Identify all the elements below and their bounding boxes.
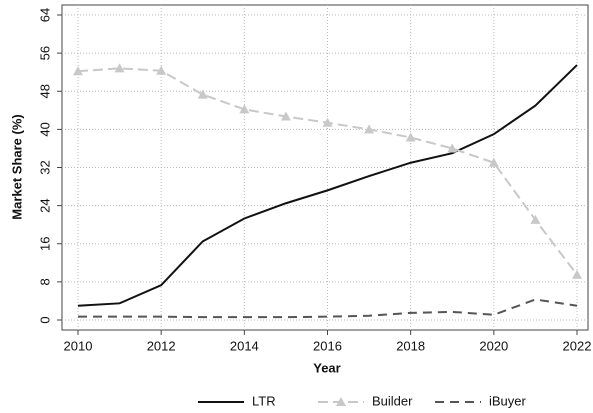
point-marker — [530, 214, 541, 224]
series-line — [77, 64, 578, 307]
legend-label: Builder — [372, 393, 413, 408]
point-marker — [364, 124, 375, 134]
legend-label: iBuyer — [489, 393, 527, 408]
point-marker — [447, 143, 458, 153]
legend-label: LTR — [252, 393, 276, 408]
legend-marker — [336, 397, 346, 406]
point-marker — [488, 157, 499, 167]
x-tick-label: 2010 — [64, 338, 93, 353]
y-tick-label: 56 — [37, 46, 52, 60]
point-marker — [322, 117, 333, 127]
x-tick-label: 2020 — [479, 338, 508, 353]
y-tick-label: 32 — [37, 160, 52, 174]
x-axis-title: Year — [313, 360, 340, 375]
point-marker — [280, 111, 291, 121]
y-tick-label: 64 — [37, 8, 52, 22]
x-tick-label: 2012 — [147, 338, 176, 353]
y-tick-label: 24 — [37, 198, 52, 212]
x-tick-label: 2016 — [313, 338, 342, 353]
series — [77, 64, 578, 307]
x-tick-label: 2014 — [230, 338, 259, 353]
x-tick-label: 2022 — [563, 338, 592, 353]
series — [78, 298, 578, 319]
y-tick-label: 40 — [37, 122, 52, 136]
y-tick-label: 16 — [37, 237, 52, 251]
y-tick-label: 8 — [37, 278, 52, 285]
point-marker — [572, 269, 582, 279]
series — [73, 63, 582, 279]
y-tick-label: 48 — [37, 84, 52, 98]
point-marker — [73, 66, 83, 76]
point-marker — [239, 104, 250, 114]
point-marker — [197, 89, 208, 99]
point-marker — [114, 63, 125, 73]
point-marker — [405, 132, 416, 142]
point-marker — [156, 65, 167, 75]
y-tick-label: 0 — [37, 316, 52, 323]
series-line — [78, 298, 578, 319]
x-tick-label: 2018 — [396, 338, 425, 353]
y-axis-title: Market Share (%) — [9, 114, 24, 219]
